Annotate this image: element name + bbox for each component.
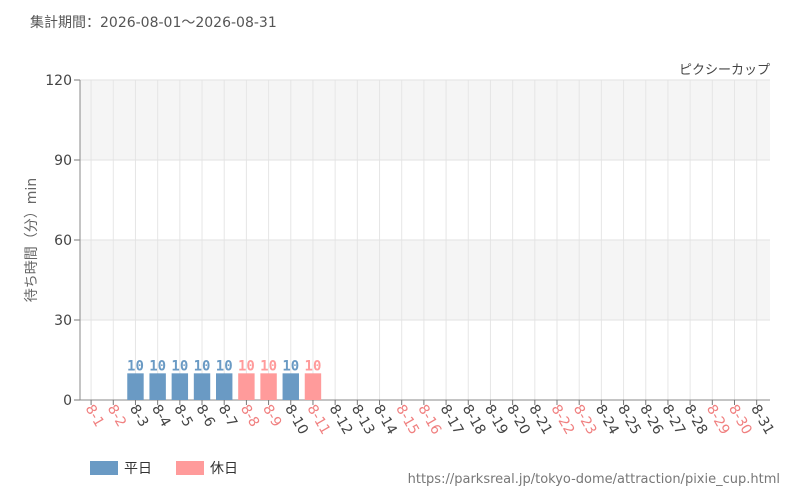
legend-holiday-label: 休日: [210, 461, 238, 477]
bar-value-label: 10: [238, 358, 255, 374]
legend-holiday: 休日: [176, 458, 238, 478]
bar: [260, 373, 277, 400]
bar-value-label: 10: [260, 358, 277, 374]
x-tick-label: 8-8: [237, 402, 262, 430]
y-tick-label: 120: [45, 73, 72, 89]
bar: [282, 373, 299, 400]
bar: [193, 373, 211, 400]
x-tick-label: 8-5: [170, 402, 195, 430]
legend-weekday-swatch: [90, 461, 118, 475]
bar-value-label: 10: [216, 358, 233, 374]
x-tick-label: 8-4: [148, 402, 173, 430]
x-tick-label: 8-2: [104, 402, 129, 430]
y-axis-label: 待ち時間（分）min: [24, 178, 40, 302]
source-url[interactable]: https://parksreal.jp/tokyo-dome/attracti…: [407, 472, 780, 487]
legend-weekday: 平日: [90, 458, 152, 478]
bar-value-label: 10: [305, 358, 322, 374]
y-tick-label: 90: [54, 153, 72, 169]
bar: [171, 373, 189, 400]
period-label: 集計期間：2026-08-01～2026-08-31: [30, 15, 277, 31]
bar: [238, 373, 255, 400]
legend-weekday-label: 平日: [124, 461, 152, 477]
grid-band: [80, 80, 770, 160]
y-tick-label: 30: [54, 313, 72, 329]
grid-band: [80, 240, 770, 320]
x-tick-label: 8-31: [747, 402, 777, 438]
x-tick-label: 8-7: [215, 402, 240, 430]
bar: [304, 373, 322, 400]
attraction-name: ピクシーカップ: [679, 63, 770, 78]
x-tick-label: 8-6: [193, 402, 218, 430]
bar-value-label: 10: [171, 358, 188, 374]
legend: 平日 休日: [90, 458, 238, 478]
x-tick-label: 8-3: [126, 402, 151, 430]
bar: [216, 373, 233, 400]
bar: [149, 373, 166, 400]
bar-value-label: 10: [194, 358, 211, 374]
bar: [127, 373, 144, 400]
x-tick-label: 8-9: [259, 402, 284, 430]
y-tick-label: 0: [63, 393, 72, 409]
y-tick-label: 60: [54, 233, 72, 249]
legend-holiday-swatch: [176, 461, 204, 475]
x-tick-label: 8-1: [82, 402, 107, 430]
bar-value-label: 10: [149, 358, 166, 374]
bar-value-label: 10: [127, 358, 144, 374]
bar-value-label: 10: [282, 358, 299, 374]
